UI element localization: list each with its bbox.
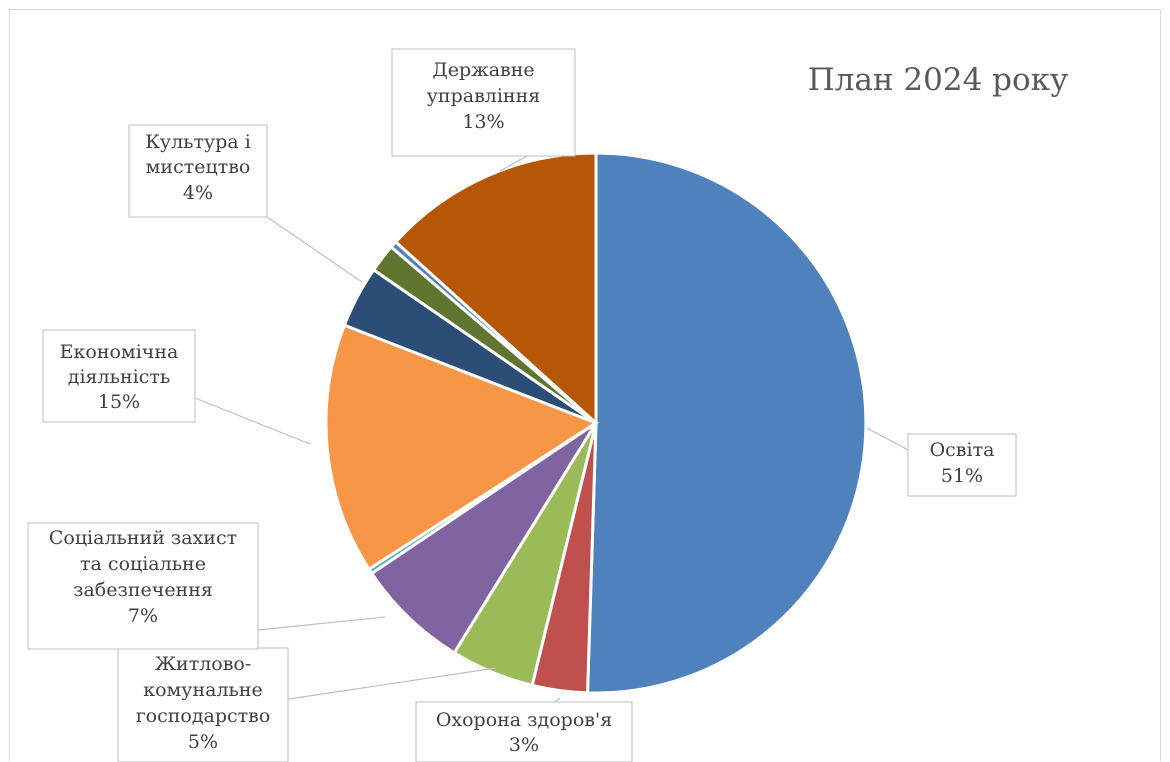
data-label-category: Житлово- bbox=[155, 653, 252, 675]
data-label-category: забезпечення bbox=[73, 579, 213, 601]
pie-slice-0 bbox=[585, 151, 868, 695]
data-label-category: Культура і bbox=[145, 131, 251, 153]
data-label-1: Охорона здоров'я 3% bbox=[415, 697, 633, 762]
leader-line-9 bbox=[499, 155, 528, 172]
data-label-category: Освіта bbox=[930, 439, 995, 461]
leader-line-5 bbox=[194, 397, 311, 445]
data-label-percent: 15% bbox=[98, 391, 140, 413]
data-label-category: господарство bbox=[136, 705, 271, 727]
chart-frame: План 2024 року Освіта 51% Охорона здоров'я… bbox=[9, 9, 1161, 762]
data-label-box-5 bbox=[42, 329, 196, 423]
data-label-0: Освіта 51% bbox=[866, 427, 1017, 497]
data-label-percent: 51% bbox=[941, 465, 983, 487]
leader-line-2 bbox=[281, 667, 497, 701]
data-label-category: діяльність bbox=[68, 366, 170, 388]
data-label-category: Державне bbox=[432, 59, 534, 81]
pie-slice-3 bbox=[369, 421, 598, 655]
pie-chart: План 2024 року Освіта 51% Охорона здоров'я… bbox=[27, 48, 1069, 762]
data-label-3: Соціальний захист та соціальне забезпеченн… bbox=[27, 522, 386, 650]
data-label-percent: 7% bbox=[128, 605, 158, 627]
data-label-box-2 bbox=[117, 647, 289, 762]
data-label-box-3 bbox=[27, 522, 259, 650]
data-label-percent: 3% bbox=[509, 734, 539, 756]
data-label-2: Житлово-комунальне господарство 5% bbox=[117, 647, 497, 762]
data-label-category: Охорона здоров'я bbox=[436, 709, 612, 731]
data-label-category: комунальне bbox=[143, 679, 263, 701]
data-label-5: Економічна діяльність 15% bbox=[42, 329, 311, 445]
data-label-box-9 bbox=[391, 48, 576, 157]
data-label-category: мистецтво bbox=[146, 156, 251, 178]
chart-title: План 2024 року bbox=[808, 62, 1069, 98]
pie-slice-9 bbox=[393, 151, 598, 427]
data-label-box-7 bbox=[128, 124, 268, 218]
data-label-percent: 5% bbox=[188, 731, 218, 753]
data-label-percent: 13% bbox=[462, 111, 504, 133]
data-label-percent: 4% bbox=[183, 182, 213, 204]
data-label-category: та соціальне bbox=[80, 553, 206, 575]
leader-line-3 bbox=[257, 616, 386, 631]
data-label-category: Соціальний захист bbox=[49, 527, 237, 549]
leader-line-1 bbox=[554, 697, 561, 703]
pie-slice-5 bbox=[324, 323, 600, 572]
data-label-box-1 bbox=[415, 701, 633, 762]
leader-line-0 bbox=[866, 427, 909, 451]
data-label-category: Економічна bbox=[60, 341, 179, 363]
leader-line-7 bbox=[266, 216, 363, 283]
data-label-category: управління bbox=[427, 85, 541, 107]
data-label-9: Державне управління 13% bbox=[391, 48, 576, 172]
data-label-box-0 bbox=[907, 433, 1017, 497]
data-label-7: Культура і мистецтво 4% bbox=[128, 124, 363, 283]
